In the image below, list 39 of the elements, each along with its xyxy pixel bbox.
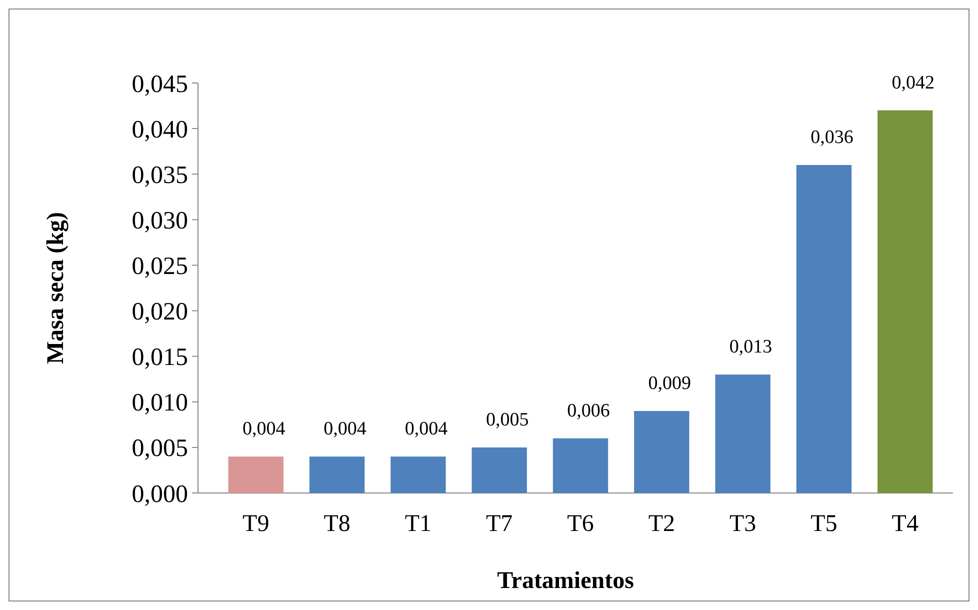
x-tick-label: T9	[242, 511, 270, 537]
bar	[878, 110, 933, 493]
x-tick-label: T8	[324, 511, 350, 537]
bar	[715, 374, 770, 493]
bar	[552, 438, 608, 493]
data-label: 0,004	[324, 418, 367, 440]
bar	[228, 456, 284, 493]
x-tick-label: T2	[648, 511, 675, 537]
x-tick-label: T5	[810, 511, 838, 537]
bar	[390, 456, 446, 493]
x-tick-label: T3	[729, 511, 756, 537]
y-tick-label: 0,040	[132, 116, 188, 144]
data-label: 0,036	[810, 127, 854, 148]
y-tick-label: 0,025	[132, 252, 188, 280]
y-tick-label: 0,035	[132, 162, 188, 189]
y-axis-title: Masa seca (kg)	[43, 212, 69, 364]
y-tick-label: 0,005	[132, 435, 188, 462]
data-label: 0,042	[892, 72, 934, 94]
data-label: 0,013	[729, 336, 772, 358]
bar	[796, 165, 852, 493]
data-label: 0,005	[486, 409, 529, 430]
x-tick-label: T1	[404, 511, 432, 537]
y-tick-label: 0,015	[132, 344, 188, 372]
y-tick-label: 0,000	[132, 480, 188, 508]
data-label: 0,009	[648, 373, 692, 394]
y-tick-label: 0,045	[132, 70, 188, 98]
x-axis-title: Tratamientos	[497, 568, 634, 594]
bar	[472, 447, 527, 493]
data-label: 0,004	[404, 418, 448, 440]
data-label: 0,004	[242, 418, 286, 440]
bar	[309, 456, 365, 493]
y-tick-label: 0,030	[132, 207, 188, 234]
bar	[634, 411, 690, 493]
x-tick-label: T6	[567, 511, 594, 537]
data-label: 0,006	[567, 400, 610, 422]
y-tick-label: 0,020	[132, 298, 188, 326]
y-tick-label: 0,010	[132, 390, 188, 417]
x-tick-label: T4	[892, 511, 918, 537]
x-tick-label: T7	[486, 511, 513, 537]
